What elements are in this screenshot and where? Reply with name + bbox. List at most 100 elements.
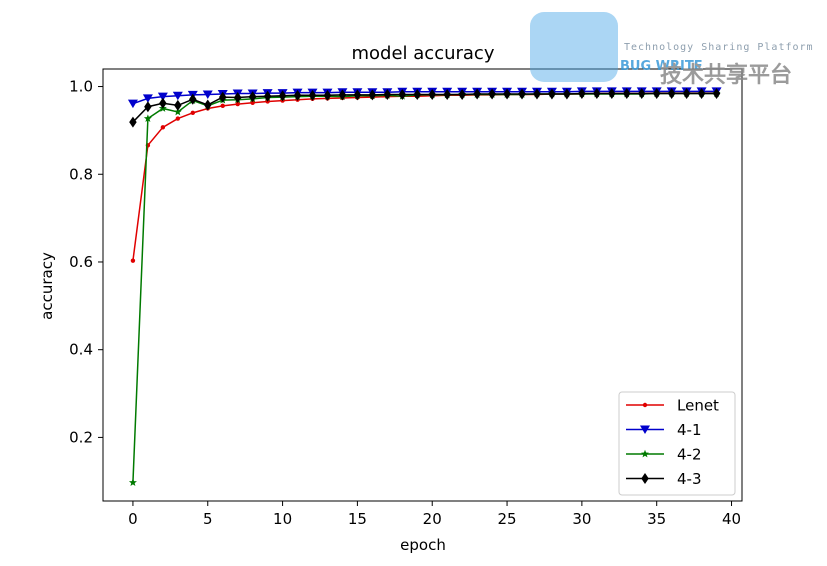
watermark: BUG WRITE Technology Sharing Platform 技术… [530,12,814,88]
data-point [443,88,451,100]
data-point [142,94,153,103]
series-4-1 [127,87,722,109]
data-point [172,91,183,101]
data-point [308,89,317,101]
legend-item: 4-3 [626,470,702,488]
x-axis: 0 5 10 15 20 25 30 35 40 [128,501,741,528]
data-point [353,89,362,101]
data-point [623,88,631,100]
data-point [608,88,616,100]
chart-title: model accuracy [352,43,495,64]
series-line [132,92,717,123]
data-point [160,125,166,130]
x-tick-label: 40 [722,510,741,528]
data-point [204,99,212,111]
data-point [143,114,152,122]
series-layer [127,87,722,486]
data-point [128,478,137,486]
data-point [129,116,137,128]
y-tick-label: 0.8 [69,165,93,183]
data-point [233,92,242,104]
x-tick-label: 35 [647,510,666,528]
data-point [593,88,601,100]
y-tick-label: 0.6 [69,253,93,271]
data-point [652,88,661,100]
data-point [697,88,706,100]
data-point [263,90,272,102]
plot-frame [102,68,743,502]
data-point [563,88,571,100]
data-point [278,90,287,102]
data-point [202,90,213,99]
series-4-3 [129,88,721,128]
data-point [667,88,676,100]
data-point [127,99,138,109]
y-tick-label: 1.0 [69,78,93,96]
legend-label: 4-2 [677,446,702,464]
x-tick-label: 25 [498,510,517,528]
data-point [518,88,526,100]
data-point [488,88,496,100]
data-point [533,88,541,100]
x-tick-label: 10 [273,510,292,528]
data-point [503,88,511,100]
legend: Lenet 4-1 4-2 4-3 [618,391,736,496]
y-tick-label: 0.4 [69,341,93,359]
x-tick-label: 15 [348,510,367,528]
x-tick-label: 5 [203,510,213,528]
x-axis-label: epoch [400,536,446,554]
data-point [235,101,240,107]
data-point [323,89,332,101]
series-Lenet [130,90,719,263]
y-axis: 0.2 0.4 0.6 0.8 1.0 [69,78,103,446]
data-point [473,88,481,100]
watermark-logo-shape [530,12,618,82]
data-point [383,88,392,100]
x-tick-label: 0 [128,510,138,528]
data-point [578,88,586,100]
legend-item: 4-2 [626,446,702,464]
data-point [413,88,422,100]
data-point [173,107,182,116]
data-point [157,92,168,102]
x-tick-label: 30 [572,510,591,528]
x-tick-label: 20 [423,510,442,528]
data-point [250,100,255,105]
data-point [548,88,556,100]
legend-swatch-marker [641,473,649,484]
y-axis-label: accuracy [38,252,56,320]
data-point [712,88,721,100]
data-point [175,116,181,121]
data-point [220,103,225,109]
data-point [189,93,197,105]
data-point [159,97,167,109]
data-point [293,89,302,101]
watermark-cn-text: 技术共享平台 [660,62,792,88]
data-point [174,99,182,111]
series-line [132,92,717,261]
data-point [637,88,646,100]
data-point [190,110,195,116]
legend-swatch-marker [642,402,648,408]
series-line [132,90,717,105]
data-point [682,88,691,100]
watermark-tagline: Technology Sharing Platform [624,42,814,53]
legend-label: 4-1 [677,421,702,439]
legend-swatch-marker [641,449,649,458]
y-tick-label: 0.2 [69,428,93,446]
data-point [368,89,377,101]
legend-label: 4-3 [677,470,702,488]
data-point [428,88,436,100]
data-point [144,101,152,113]
data-point [398,88,407,100]
legend-box [618,391,736,496]
data-point [458,88,466,100]
data-point [338,89,347,101]
watermark-logo-text: BUG WRITE [620,59,703,74]
legend-item: 4-1 [626,421,702,439]
data-point [248,91,257,103]
legend-label: Lenet [677,397,719,415]
legend-swatch-marker [640,425,650,434]
data-point [218,91,227,103]
